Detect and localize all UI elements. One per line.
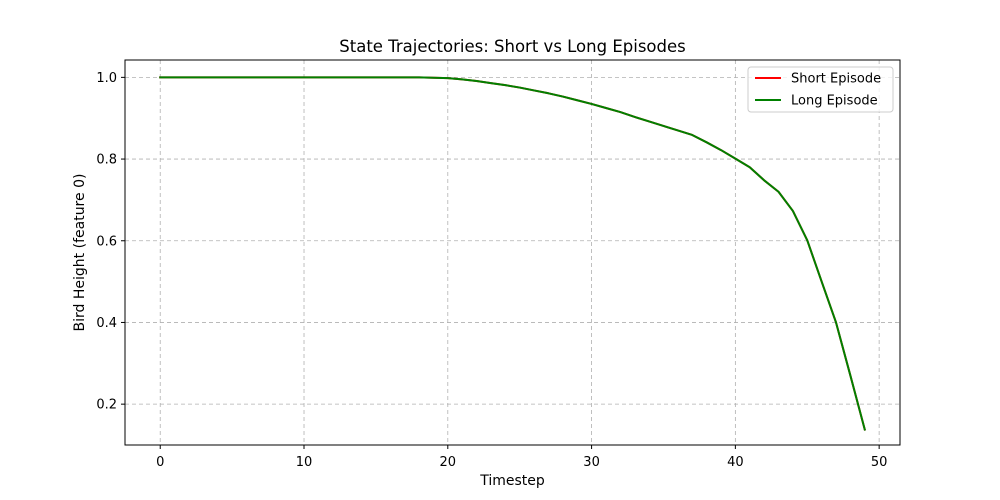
series-layer	[159, 76, 866, 431]
x-tick-label: 40	[727, 455, 744, 470]
y-axis: 0.2 0.4 0.6 0.8 1.0	[96, 71, 125, 413]
x-tick-label: 50	[871, 455, 888, 470]
plot-frame	[124, 59, 901, 446]
y-tick-label: 1.0	[96, 71, 117, 86]
x-tick-label: 20	[440, 455, 457, 470]
y-tick-label: 0.2	[96, 398, 117, 413]
x-axis: 0 10 20 30 40 50	[156, 445, 887, 470]
x-tick-label: 30	[583, 455, 600, 470]
y-tick-label: 0.8	[96, 153, 117, 168]
legend-label-short-episode: Short Episode	[791, 72, 881, 87]
x-tick-label: 10	[296, 455, 313, 470]
grid	[125, 60, 900, 445]
legend-label-long-episode: Long Episode	[791, 94, 878, 109]
x-tick-label: 0	[156, 455, 164, 470]
legend: Short Episode Long Episode	[747, 66, 894, 113]
legend-box	[747, 66, 894, 113]
series-line-short-episode	[159, 76, 866, 431]
x-axis-label: Timestep	[479, 473, 545, 489]
y-tick-label: 0.6	[96, 234, 117, 249]
chart-title: State Trajectories: Short vs Long Episod…	[339, 37, 685, 56]
y-axis-label: Bird Height (feature 0)	[72, 174, 88, 332]
y-tick-label: 0.4	[96, 316, 117, 331]
series-line-long-episode	[159, 76, 866, 431]
